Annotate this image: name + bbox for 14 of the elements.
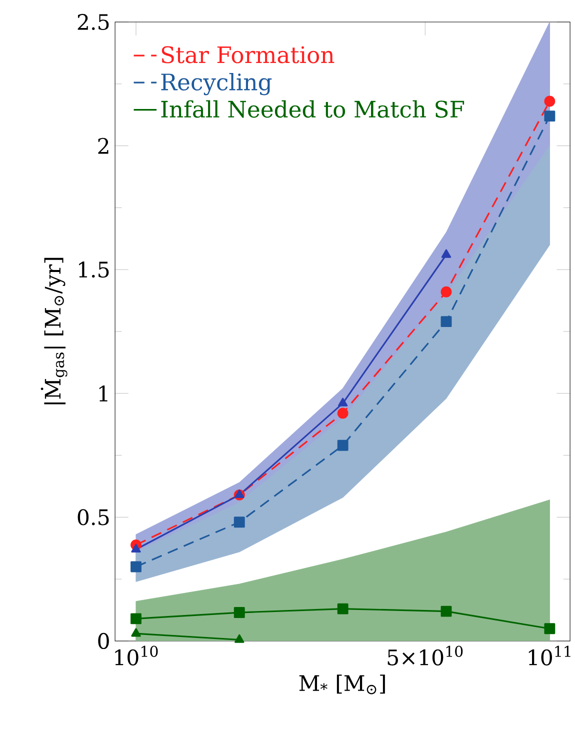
y-tick-label: 1	[99, 385, 108, 402]
legend-label: Star Formation	[162, 46, 334, 64]
legend-label: Recycling	[161, 72, 272, 96]
y-axis-title: |Ṁ$_{gas}$| [M$_{⊙}$/yr]	[40, 258, 68, 404]
y-tick-label: 0.5	[78, 509, 109, 526]
y-tick-label: 2	[98, 138, 108, 154]
legend-label: Infall Needed to Match SF	[161, 100, 464, 118]
y-tick-label: 2.5	[78, 14, 109, 30]
x-tick-label: 10$^{11}$	[528, 646, 570, 666]
y-tick-label: 1.5	[79, 262, 109, 278]
x-tick-label: 5×10$^{10}$	[388, 646, 463, 666]
x-tick-label: 10$^{10}$	[115, 646, 158, 666]
y-tick-label: 0	[98, 632, 109, 650]
x-axis-title: M$_{*}$ [M$_{⊙}$]	[299, 674, 385, 694]
